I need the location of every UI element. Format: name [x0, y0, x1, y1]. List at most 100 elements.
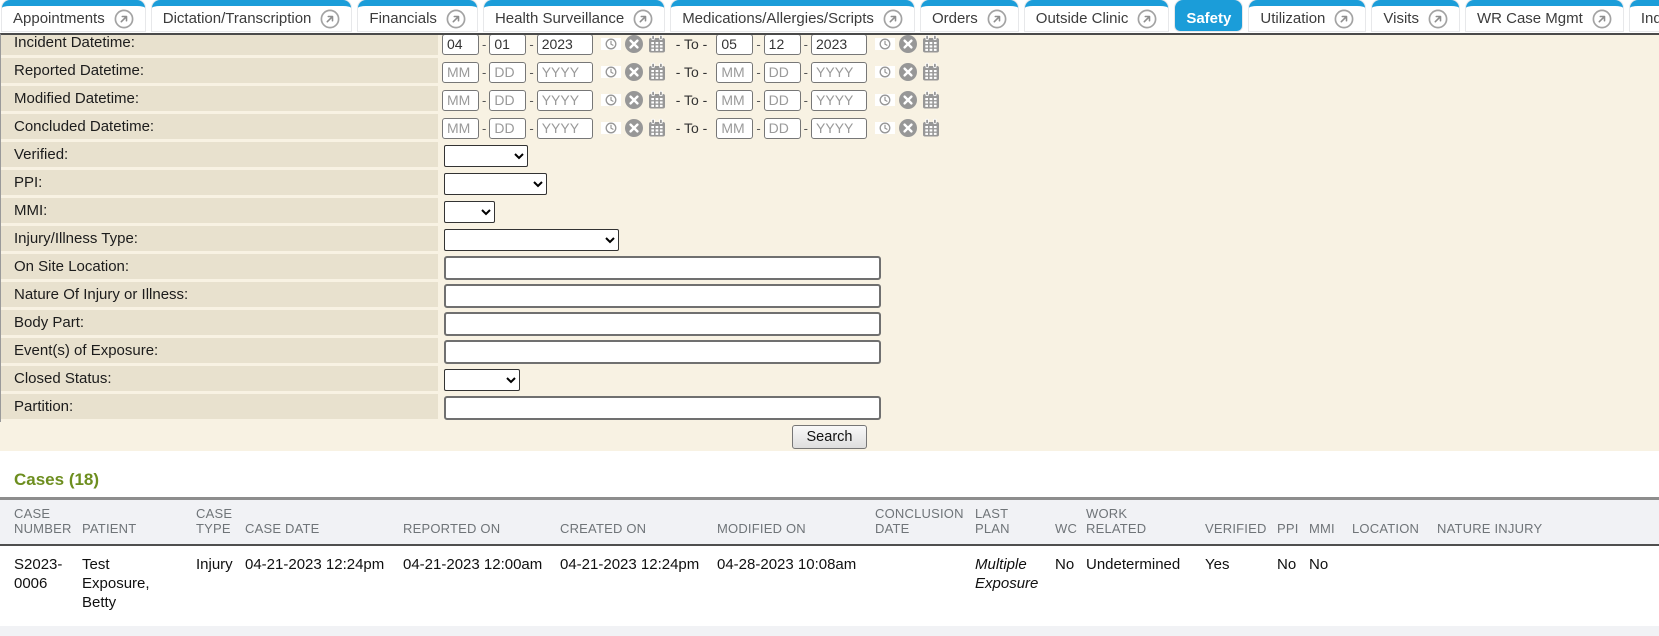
cell-conclusion-date [875, 545, 975, 626]
calendar-icon[interactable] [647, 34, 667, 54]
tab-label: Industrial Hygiene [1640, 10, 1659, 27]
clock-icon[interactable] [875, 38, 896, 50]
tab-label: Visits [1383, 10, 1419, 27]
row-verified: Verified: [1, 142, 1659, 170]
tab-health-surveillance[interactable]: Health Surveillance [483, 0, 665, 31]
clock-icon[interactable] [600, 94, 621, 106]
clock-icon[interactable] [875, 94, 896, 106]
tab-utilization[interactable]: Utilization [1249, 0, 1366, 31]
col-reported-on: REPORTED ON [403, 500, 560, 546]
date-yyyy-input[interactable] [811, 117, 868, 139]
row-modified-datetime: Modified Datetime: - - - To - - - [1, 86, 1659, 114]
date-dd-input[interactable] [489, 35, 527, 55]
date-dd-input[interactable] [489, 117, 527, 139]
field-label: Reported Datetime: [1, 58, 438, 86]
ppi-select[interactable] [444, 173, 547, 195]
search-button[interactable]: Search [791, 424, 868, 449]
clear-icon[interactable] [898, 90, 918, 110]
tab-label: Health Surveillance [494, 10, 625, 27]
date-mm-input[interactable] [716, 35, 754, 55]
calendar-icon[interactable] [921, 62, 941, 82]
calendar-icon[interactable] [647, 62, 667, 82]
field-label: Nature Of Injury or Illness: [1, 282, 438, 310]
verified-select[interactable] [444, 145, 528, 167]
date-mm-input[interactable] [716, 117, 754, 139]
date-yyyy-input[interactable] [811, 61, 868, 83]
tab-financials[interactable]: Financials [358, 0, 477, 31]
clear-icon[interactable] [624, 62, 644, 82]
col-patient: PATIENT [82, 500, 196, 546]
date-mm-input[interactable] [442, 35, 479, 55]
open-tab-icon[interactable] [1428, 9, 1448, 29]
calendar-icon[interactable] [921, 34, 941, 54]
mmi-select[interactable] [444, 201, 495, 223]
date-yyyy-input[interactable] [536, 89, 593, 111]
open-tab-icon[interactable] [114, 9, 134, 29]
tab-outside-clinic[interactable]: Outside Clinic [1024, 0, 1169, 31]
tab-wr-case-mgmt[interactable]: WR Case Mgmt [1465, 0, 1623, 31]
date-mm-input[interactable] [442, 61, 479, 83]
tab-dictation-transcription[interactable]: Dictation/Transcription [151, 0, 352, 31]
open-tab-icon[interactable] [883, 9, 903, 29]
on-site-location-input[interactable] [444, 256, 881, 280]
clock-icon[interactable] [600, 66, 621, 78]
date-dd-input[interactable] [763, 117, 801, 139]
case-row[interactable]: S2023-0006 Test Exposure, Betty Injury 0… [0, 545, 1659, 626]
clock-icon[interactable] [875, 122, 896, 134]
col-case-date: CASE DATE [245, 500, 403, 546]
open-tab-icon[interactable] [987, 9, 1007, 29]
date-mm-input[interactable] [442, 117, 479, 139]
date-dd-input[interactable] [763, 35, 801, 55]
cell-patient[interactable]: Test Exposure, Betty [82, 556, 150, 611]
injury-illness-type-select[interactable] [444, 229, 619, 251]
date-dd-input[interactable] [489, 61, 527, 83]
nature-of-injury-input[interactable] [444, 284, 881, 308]
events-of-exposure-input[interactable] [444, 340, 881, 364]
date-mm-input[interactable] [442, 89, 479, 111]
date-mm-input[interactable] [716, 89, 754, 111]
clear-icon[interactable] [624, 34, 644, 54]
date-yyyy-input[interactable] [811, 89, 868, 111]
clear-icon[interactable] [898, 118, 918, 138]
clock-icon[interactable] [600, 38, 621, 50]
date-yyyy-input[interactable] [536, 117, 593, 139]
open-tab-icon[interactable] [633, 9, 653, 29]
row-ppi: PPI: [1, 170, 1659, 198]
body-part-input[interactable] [444, 312, 881, 336]
date-yyyy-input[interactable] [811, 35, 868, 55]
clear-icon[interactable] [624, 118, 644, 138]
tab-appointments[interactable]: Appointments [2, 0, 145, 31]
col-modified-on: MODIFIED ON [717, 500, 875, 546]
open-tab-icon[interactable] [1334, 9, 1354, 29]
calendar-icon[interactable] [647, 90, 667, 110]
date-dd-input[interactable] [763, 89, 801, 111]
date-yyyy-input[interactable] [536, 61, 593, 83]
calendar-icon[interactable] [921, 118, 941, 138]
calendar-icon[interactable] [647, 118, 667, 138]
row-partition: Partition: [1, 394, 1659, 422]
date-dd-input[interactable] [763, 61, 801, 83]
date-mm-input[interactable] [716, 61, 754, 83]
col-location: LOCATION [1352, 500, 1437, 546]
closed-status-select[interactable] [444, 369, 520, 391]
calendar-icon[interactable] [921, 90, 941, 110]
tab-safety[interactable]: Safety [1175, 0, 1243, 31]
tab-label: Safety [1186, 10, 1232, 27]
tab-orders[interactable]: Orders [920, 0, 1018, 31]
clock-icon[interactable] [875, 66, 896, 78]
clear-icon[interactable] [898, 62, 918, 82]
tab-medications-allergies-scripts[interactable]: Medications/Allergies/Scripts [671, 0, 914, 31]
tab-visits[interactable]: Visits [1372, 0, 1459, 31]
date-yyyy-input[interactable] [536, 35, 593, 55]
open-tab-icon[interactable] [320, 9, 340, 29]
tab-industrial-hygiene[interactable]: Industrial Hygiene [1629, 0, 1659, 31]
clear-icon[interactable] [898, 34, 918, 54]
clear-icon[interactable] [624, 90, 644, 110]
open-tab-icon[interactable] [1592, 9, 1612, 29]
open-tab-icon[interactable] [1137, 9, 1157, 29]
open-tab-icon[interactable] [446, 9, 466, 29]
date-dd-input[interactable] [489, 89, 527, 111]
clock-icon[interactable] [600, 122, 621, 134]
partition-input[interactable] [444, 396, 881, 420]
cell-case-number[interactable]: S2023-0006 [14, 556, 63, 592]
